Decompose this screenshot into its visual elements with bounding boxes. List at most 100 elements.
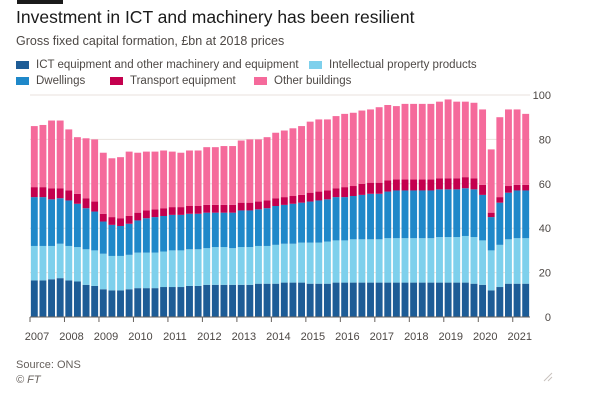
bar-segment-s4	[237, 140, 245, 203]
x-tick-label: 2008	[59, 331, 83, 343]
bar-segment-s3	[48, 188, 55, 200]
bar-segment-s2	[48, 199, 55, 246]
bar-segment-s0	[211, 284, 219, 317]
x-tick-label: 2015	[301, 331, 325, 343]
bar-segment-s4	[461, 101, 469, 178]
bar-segment-s0	[194, 285, 202, 317]
bar-segment-s3	[444, 178, 452, 190]
bar-segment-s4	[367, 109, 374, 183]
bar-segment-s0	[298, 282, 305, 317]
bar-segment-s1	[30, 245, 38, 281]
bar-segment-s0	[436, 282, 443, 317]
bar-segment-s0	[125, 289, 133, 317]
bar-segment-s1	[186, 249, 193, 286]
bar-segment-s0	[246, 284, 254, 317]
x-tick-label: 2007	[25, 331, 49, 343]
bar-segment-s1	[151, 252, 159, 289]
bar-segment-s3	[323, 190, 331, 200]
bar-segment-s1	[246, 247, 254, 285]
bar-segment-s3	[255, 201, 262, 210]
bar-segment-s4	[117, 157, 124, 219]
bar-segment-s2	[272, 206, 280, 245]
bar-segment-s3	[168, 207, 176, 215]
bar-segment-s1	[56, 243, 64, 279]
bar-segment-s4	[427, 103, 435, 180]
bar-segment-s2	[479, 194, 487, 241]
bar-segment-s1	[229, 248, 237, 285]
bar-segment-s1	[142, 252, 150, 289]
y-tick-label: 80	[539, 134, 551, 146]
bar-segment-s1	[479, 240, 487, 285]
bar-segment-s4	[203, 147, 211, 205]
bar-segment-s3	[298, 194, 305, 203]
bar-segment-s1	[427, 238, 435, 283]
x-tick-label: 2021	[508, 331, 532, 343]
bar-segment-s4	[142, 151, 150, 211]
bar-segment-s1	[220, 247, 228, 285]
bar-segment-s0	[522, 283, 530, 317]
bar-segment-s3	[315, 191, 323, 201]
bar-segment-s2	[125, 223, 133, 255]
bar-segment-s2	[410, 190, 418, 239]
bar-segment-s0	[410, 282, 418, 317]
bar-segment-s1	[255, 245, 262, 284]
bar-segment-s1	[358, 239, 366, 283]
bar-segment-s0	[323, 283, 331, 317]
bar-segment-s4	[487, 149, 495, 213]
bar-segment-s4	[332, 116, 340, 189]
bar-segment-s0	[186, 285, 193, 317]
bar-segment-s1	[237, 247, 245, 285]
bar-segment-s0	[315, 283, 323, 317]
bar-segment-s4	[505, 109, 512, 187]
bar-segment-s4	[375, 107, 383, 183]
bar-segment-s1	[401, 238, 409, 283]
x-tick-label: 2018	[404, 331, 428, 343]
bar-segment-s3	[177, 207, 185, 215]
bar-segment-s1	[522, 238, 530, 284]
bar-segment-s4	[220, 146, 228, 205]
bar-segment-s0	[392, 282, 400, 317]
bar-segment-s4	[392, 106, 400, 180]
bar-segment-s3	[125, 215, 133, 224]
bar-segment-s3	[401, 179, 409, 191]
bar-segment-s4	[246, 139, 254, 203]
bar-segment-s1	[73, 247, 81, 282]
bar-segment-s2	[470, 189, 478, 238]
bar-segment-s1	[168, 250, 176, 288]
bar-segment-s2	[298, 202, 305, 243]
bar-segment-s0	[289, 282, 297, 317]
bar-segment-s2	[229, 212, 237, 249]
bar-segment-s3	[341, 187, 349, 198]
bar-segment-s3	[186, 206, 193, 214]
bar-segment-s3	[99, 213, 107, 222]
bar-segment-s0	[358, 282, 366, 317]
bar-segment-s4	[436, 101, 443, 179]
bar-segment-s0	[160, 287, 168, 317]
bar-segment-s0	[332, 282, 340, 317]
bar-segment-s1	[367, 239, 374, 283]
x-tick-label: 2017	[370, 331, 394, 343]
bar-segment-s1	[470, 237, 478, 284]
legend-label-ict: ICT equipment and other machinery and eq…	[36, 59, 299, 71]
bar-segment-s1	[453, 237, 461, 283]
bar-segment-s4	[56, 120, 64, 189]
bar-segment-s3	[56, 188, 64, 199]
bar-segment-s0	[30, 280, 38, 317]
bar-segment-s3	[91, 201, 99, 212]
chart-title: Investment in ICT and machinery has been…	[16, 7, 415, 27]
bar-segment-s1	[444, 237, 452, 283]
bar-segment-s0	[367, 282, 374, 317]
bar-segment-s2	[401, 190, 409, 239]
bar-segment-s2	[280, 204, 288, 244]
bar-segment-s1	[341, 240, 349, 283]
bar-segment-s0	[255, 283, 262, 317]
bar-segment-s2	[392, 190, 400, 239]
bar-segment-s4	[168, 151, 176, 208]
bar-segment-s0	[56, 278, 64, 317]
bar-segment-s1	[436, 237, 443, 283]
bar-segment-s1	[194, 249, 202, 286]
bar-segment-s0	[444, 282, 452, 317]
bar-segment-s0	[453, 282, 461, 317]
bar-segment-s4	[108, 158, 116, 218]
bar-segment-s0	[82, 284, 90, 317]
